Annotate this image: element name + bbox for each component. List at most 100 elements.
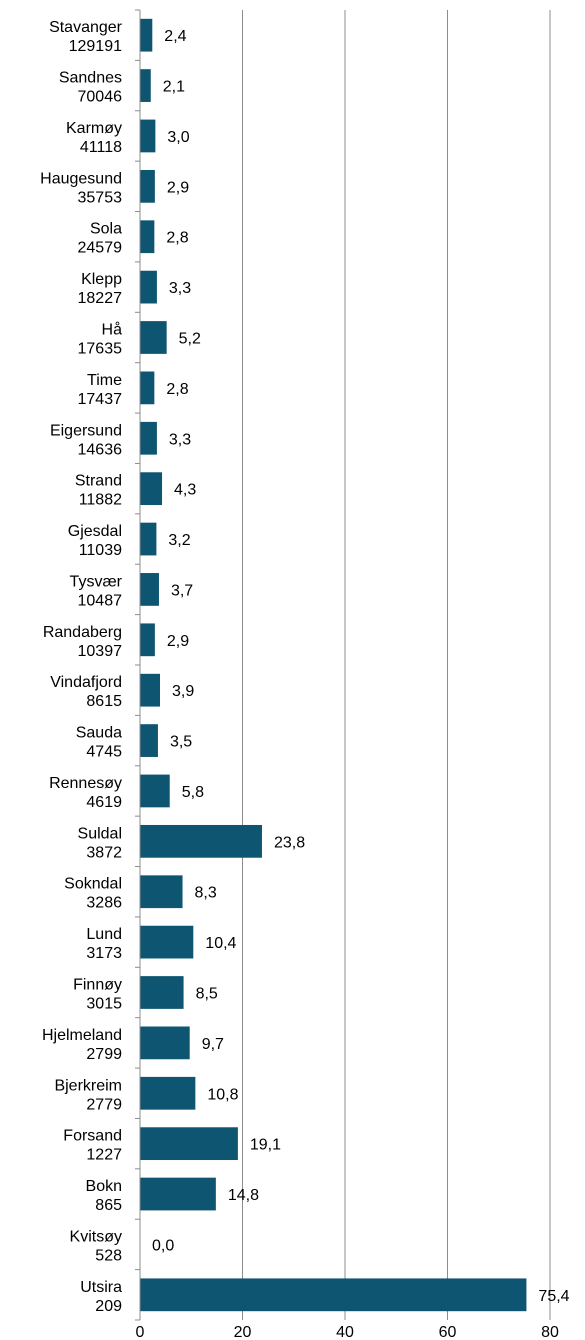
value-label: 0,0 (152, 1237, 174, 1254)
category-name: Eigersund (50, 422, 122, 439)
bar-stavanger (140, 18, 153, 52)
bar-haugesund (140, 169, 155, 203)
value-label: 3,3 (169, 431, 191, 448)
category-name: Gjesdal (68, 523, 122, 540)
category-label: Haugesund 35753 (40, 170, 122, 206)
value-label: 2,8 (166, 230, 188, 247)
category-label: Lund 3173 (86, 926, 122, 962)
category-label: Tysvær 10487 (70, 573, 123, 609)
category-label: Rennesøy 4619 (49, 775, 122, 811)
category-label: Sandnes 70046 (59, 70, 122, 106)
value-label: 2,9 (167, 179, 189, 196)
category-population: 11039 (79, 542, 122, 559)
category-label: Hå 17635 (78, 321, 123, 358)
bar-sauda (140, 724, 158, 757)
category-name: Rennesøy (49, 775, 122, 792)
category-name: Hå (102, 321, 123, 339)
value-label: 9,7 (202, 1036, 224, 1053)
x-tick-label: 20 (234, 1324, 252, 1340)
bar-sandnes (140, 69, 151, 102)
category-label: Hjelmeland 2799 (42, 1027, 122, 1063)
category-population: 129191 (69, 38, 122, 55)
bar-rennesøy (140, 774, 170, 808)
value-label: 3,9 (172, 683, 194, 700)
x-tick-label: 0 (136, 1324, 145, 1340)
category-name: Kvitsøy (70, 1228, 122, 1245)
category-population: 3286 (86, 895, 122, 912)
category-population: 41118 (80, 139, 122, 156)
bar-bjerkreim (140, 1076, 196, 1110)
bar-time (140, 371, 155, 405)
category-label: Time 17437 (78, 372, 123, 408)
category-label: Sokndal 3286 (64, 876, 122, 912)
category-name: Sandnes (59, 70, 122, 87)
category-name: Strand (75, 473, 122, 490)
category-label: Gjesdal 11039 (68, 523, 122, 559)
bar-hjelmeland (140, 1026, 190, 1060)
bar-strand (140, 472, 163, 506)
category-population: 2799 (86, 1046, 122, 1063)
value-label: 23,8 (274, 834, 305, 851)
bar-forsand (140, 1127, 238, 1161)
bar-gjesdal (140, 522, 157, 556)
bar-tysvær (140, 573, 159, 606)
bar-hå (140, 321, 167, 354)
category-population: 18227 (78, 290, 123, 307)
x-tick-label: 40 (336, 1324, 354, 1340)
category-name: Forsand (63, 1128, 122, 1145)
category-population: 4745 (86, 744, 122, 761)
bar-finnøy (140, 976, 184, 1009)
value-label: 10,4 (205, 935, 236, 952)
x-tick-label: 60 (439, 1324, 457, 1340)
value-label: 5,2 (179, 331, 201, 348)
category-label: Finnøy 3015 (73, 977, 122, 1013)
category-label: Bjerkreim 2779 (54, 1077, 122, 1113)
bar-vindafjord (140, 673, 160, 707)
category-population: 11882 (79, 492, 122, 509)
value-label: 75,4 (538, 1288, 569, 1305)
category-name: Haugesund (40, 170, 122, 187)
category-label: Karmøy 41118 (66, 120, 122, 156)
value-label: 8,5 (196, 986, 218, 1003)
x-tick-label: 80 (541, 1324, 559, 1340)
category-label: Bokn 865 (86, 1178, 123, 1214)
category-population: 528 (95, 1247, 122, 1264)
category-label: Kvitsøy 528 (70, 1228, 123, 1264)
value-label: 5,8 (182, 784, 204, 801)
category-population: 4619 (86, 794, 122, 811)
category-label: Sauda 4745 (76, 725, 122, 761)
category-name: Sola (90, 221, 122, 238)
category-label: Vindafjord 8615 (50, 674, 122, 710)
category-population: 10487 (78, 592, 123, 609)
category-population: 17437 (78, 391, 123, 408)
category-name: Vindafjord (50, 674, 122, 691)
bar-lund (140, 925, 194, 959)
value-label: 3,7 (171, 582, 193, 599)
value-label: 14,8 (228, 1187, 259, 1204)
category-label: Forsand 1227 (63, 1128, 122, 1164)
category-name: Bjerkreim (54, 1077, 122, 1094)
category-label: Strand 11882 (75, 473, 122, 509)
value-label: 8,3 (195, 885, 217, 902)
bar-sola (140, 220, 155, 254)
value-label: 3,0 (167, 129, 189, 146)
bar-suldal (140, 824, 262, 858)
category-label: Suldal 3872 (78, 825, 123, 861)
category-name: Tysvær (70, 573, 123, 590)
category-population: 3872 (86, 844, 122, 861)
bar-sokndal (140, 875, 183, 909)
category-name: Finnøy (73, 977, 122, 994)
category-name: Sauda (76, 725, 122, 742)
value-label: 10,8 (207, 1086, 238, 1103)
category-population: 14636 (78, 441, 123, 458)
category-label: Randaberg 10397 (43, 624, 122, 660)
category-name: Lund (86, 926, 122, 943)
category-name: Stavanger (49, 19, 123, 36)
axes (135, 9, 141, 1321)
bar-eigersund (140, 421, 157, 455)
category-label: Stavanger 129191 (49, 19, 123, 55)
category-population: 2779 (86, 1096, 122, 1113)
category-label: Eigersund 14636 (50, 422, 122, 458)
